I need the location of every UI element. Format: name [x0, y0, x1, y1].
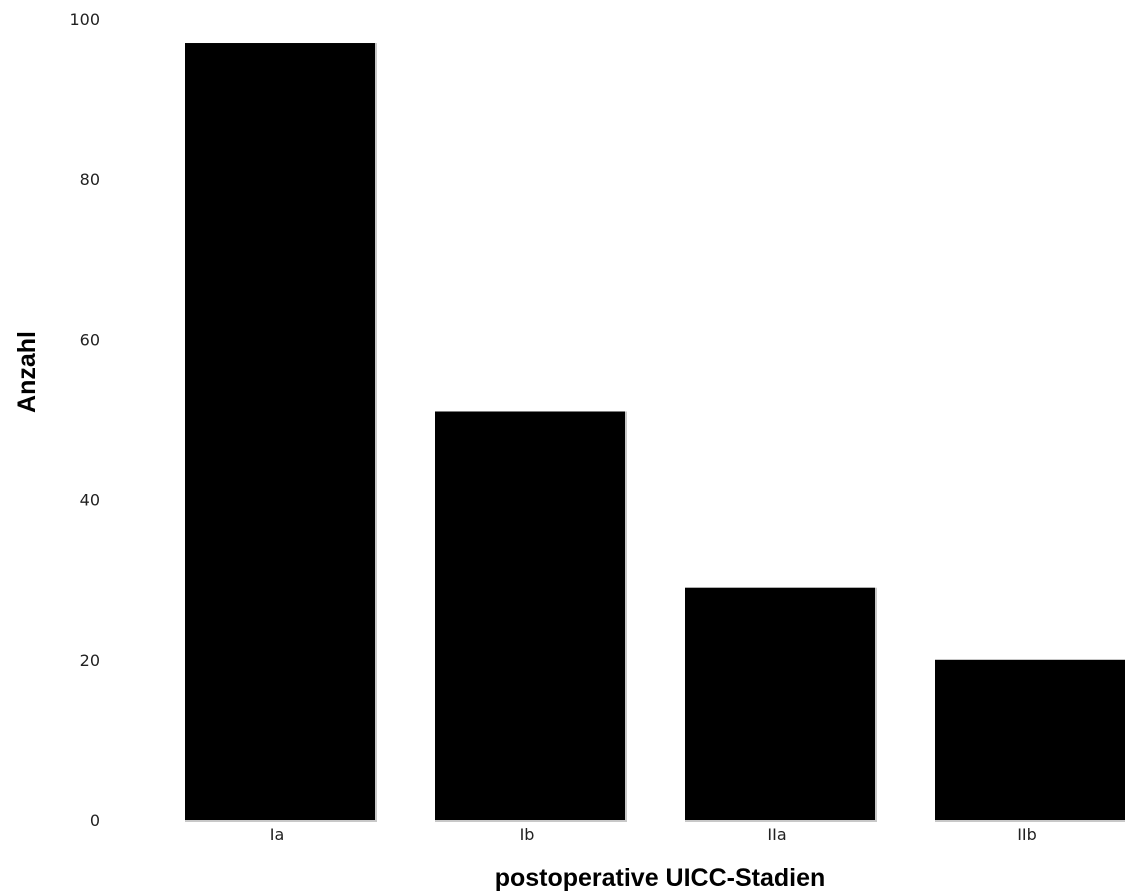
y-tick-label: 0 [90, 811, 100, 830]
bar-Ia [185, 43, 375, 820]
x-tick-label: Ia [270, 825, 285, 844]
y-tick-label: 80 [80, 170, 100, 189]
bar-IIa [685, 587, 875, 820]
y-tick-label: 20 [80, 651, 100, 670]
y-tick-label: 60 [80, 330, 100, 349]
x-axis-ticks: Ia Ib IIa IIb [270, 825, 1037, 844]
y-tick-label: 100 [69, 10, 100, 29]
x-tick-label: IIb [1017, 825, 1037, 844]
bar-Ib [435, 411, 625, 820]
bars [185, 43, 1125, 822]
x-axis-title: postoperative UICC-Stadien [495, 864, 826, 892]
x-tick-label: IIa [767, 825, 786, 844]
y-tick-label: 40 [80, 491, 100, 510]
bar-IIb [935, 659, 1125, 820]
y-axis-title: Anzahl [13, 331, 41, 413]
y-axis-ticks: 0 20 40 60 80 100 [69, 10, 100, 830]
x-tick-label: Ib [520, 825, 535, 844]
